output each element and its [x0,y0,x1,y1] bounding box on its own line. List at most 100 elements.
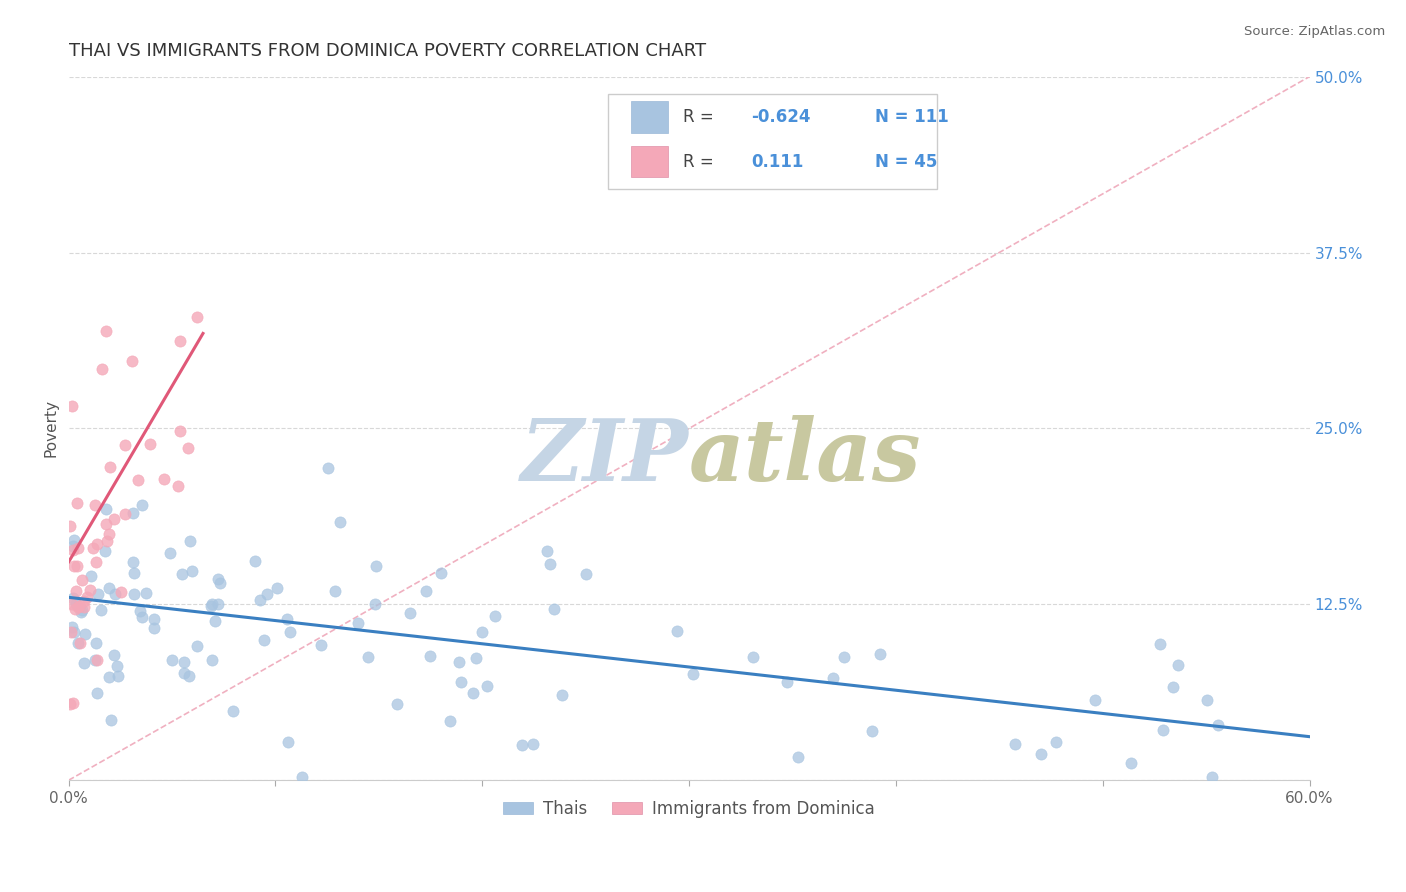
Point [364,597,387,611]
Point [775,674,797,689]
Point [84,636,107,650]
Point [439,714,461,728]
Point [682,666,704,681]
Point [65,597,87,611]
Point [1152,723,1174,738]
Point [142,621,165,635]
Point [159,546,181,560]
Point [463,686,485,700]
Point [1045,735,1067,749]
Point [249,593,271,607]
Point [103,648,125,662]
Point [90,603,112,617]
Point [277,735,299,749]
Point [58,519,80,533]
Point [110,585,132,599]
Point [364,559,387,574]
Point [143,612,166,626]
Point [127,474,149,488]
Point [122,566,145,581]
Point [540,557,562,571]
Point [550,688,572,702]
Point [107,669,129,683]
Point [100,713,122,727]
Point [60,597,83,611]
Point [80,569,103,583]
Point [67,541,90,556]
Point [66,636,89,650]
Point [62,539,84,553]
Point [91,362,114,376]
Point [86,686,108,700]
Point [201,653,224,667]
Point [316,461,339,475]
Point [266,582,288,596]
Point [135,585,157,599]
Point [166,479,188,493]
Point [70,606,93,620]
Point [59,624,82,639]
Point [63,602,86,616]
Point [1084,693,1107,707]
Point [207,572,229,586]
Point [62,591,84,606]
Point [152,472,174,486]
Point [86,653,108,667]
Point [186,310,208,325]
Point [73,599,96,614]
Point [114,508,136,522]
Point [97,670,120,684]
Text: -0.624: -0.624 [751,109,811,127]
Point [399,606,422,620]
Point [181,564,204,578]
Point [465,651,488,665]
Point [67,599,90,614]
Point [63,533,86,547]
Point [169,424,191,438]
Point [66,496,89,510]
Point [93,544,115,558]
Text: atlas: atlas [689,415,921,499]
Text: N = 111: N = 111 [875,109,949,127]
Point [79,583,101,598]
Point [69,636,91,650]
Point [122,586,145,600]
Point [357,649,380,664]
Point [536,543,558,558]
Point [162,653,184,667]
Point [98,459,121,474]
Point [94,502,117,516]
Point [243,554,266,568]
Point [96,533,118,548]
Point [104,587,127,601]
Point [94,324,117,338]
Point [84,555,107,569]
Point [200,599,222,613]
Point [385,697,408,711]
Text: ZIP: ZIP [522,415,689,499]
Point [1119,756,1142,771]
Point [114,438,136,452]
Point [309,638,332,652]
Text: Source: ZipAtlas.com: Source: ZipAtlas.com [1244,25,1385,38]
Point [323,583,346,598]
Text: R =: R = [683,109,718,127]
Point [1029,747,1052,762]
Point [62,696,84,710]
Point [510,738,533,752]
Point [204,614,226,628]
Point [63,624,86,639]
Point [447,655,470,669]
Point [201,597,224,611]
Point [97,581,120,595]
Point [415,584,437,599]
Point [291,771,314,785]
Point [1149,638,1171,652]
Text: R =: R = [683,153,718,170]
Legend: Thais, Immigrants from Dominica: Thais, Immigrants from Dominica [496,793,882,825]
Point [121,354,143,368]
Point [84,499,107,513]
FancyBboxPatch shape [631,145,668,178]
Point [62,542,84,557]
Point [98,526,121,541]
